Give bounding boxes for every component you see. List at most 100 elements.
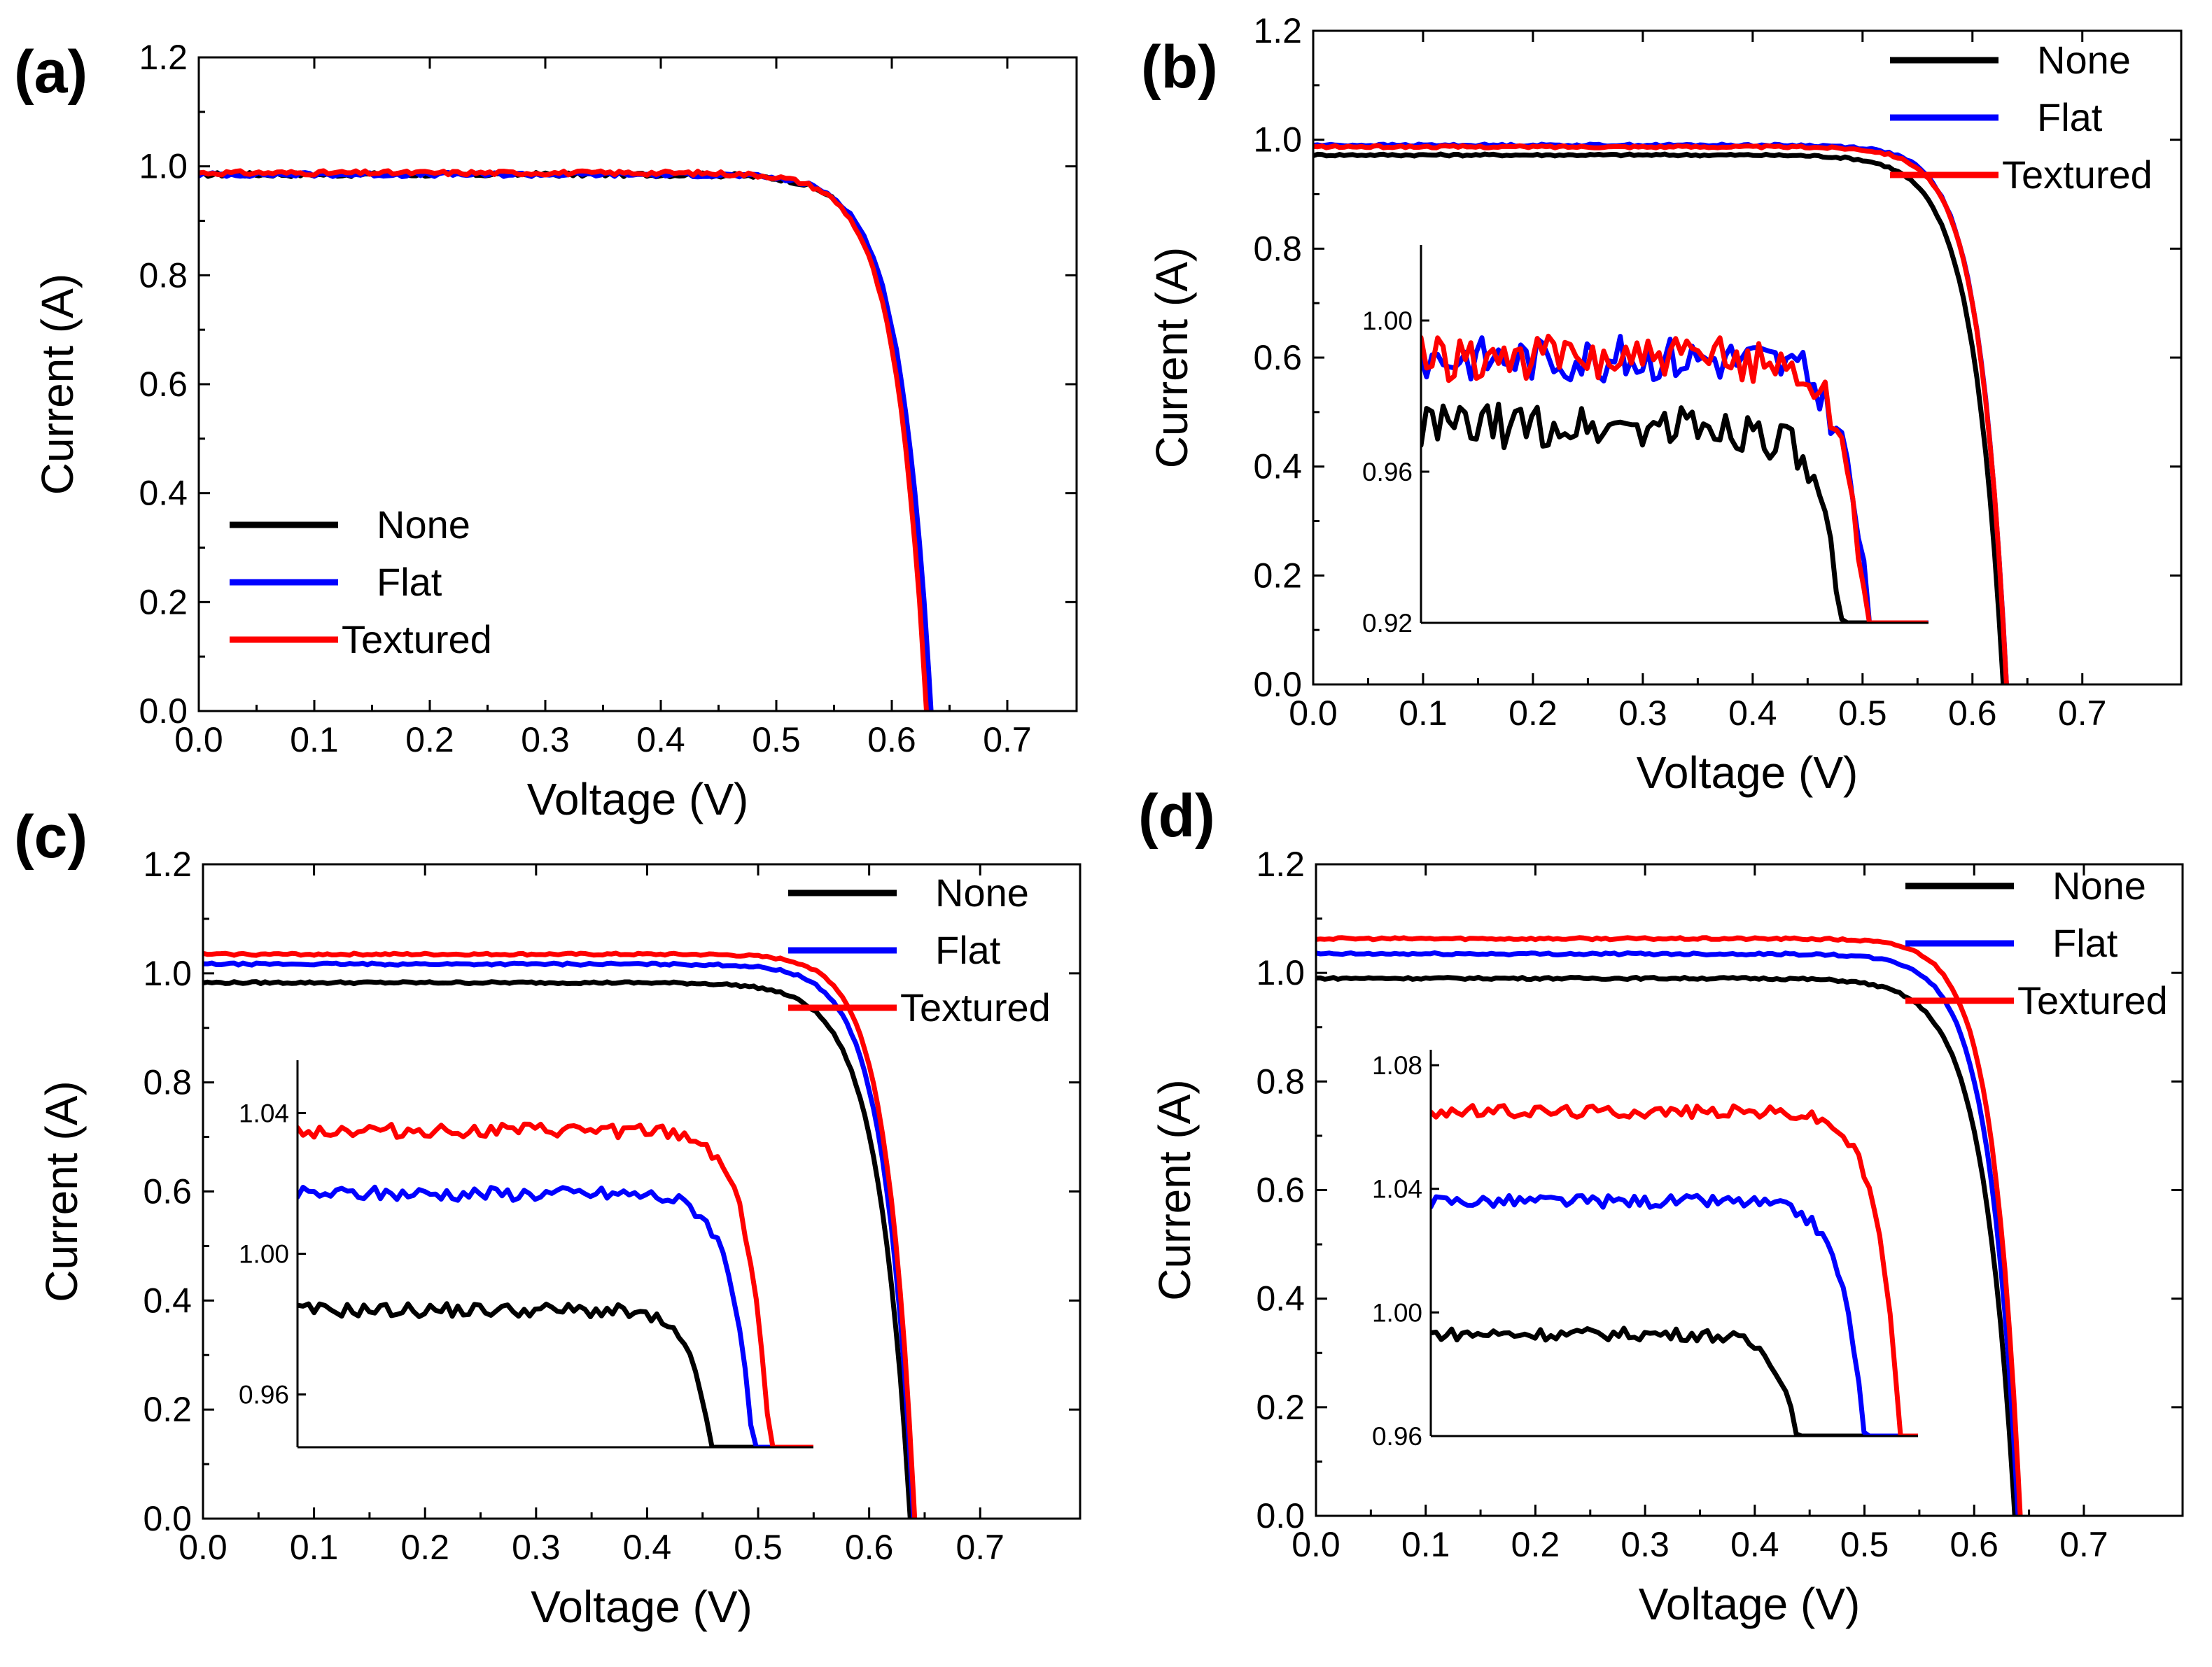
- y-tick-label: 0.0: [1253, 665, 1302, 704]
- y-tick-label: 0.4: [139, 474, 188, 513]
- y-axis-title: Current (A): [32, 274, 83, 495]
- inset: 0.96 1.00 1.04 1.08: [1372, 1047, 1921, 1451]
- inset-y-tick-label: 0.96: [239, 1381, 289, 1409]
- x-tick-label: 0.4: [623, 1528, 672, 1567]
- x-tick-label: 0.2: [1508, 694, 1558, 733]
- x-tick-label: 0.4: [1728, 694, 1777, 733]
- x-tick-label: 0.1: [290, 720, 339, 759]
- x-tick-label: 0.2: [405, 720, 454, 759]
- y-tick-label: 0.2: [1256, 1388, 1305, 1427]
- panel-c: (c) 0.0 0.1 0.2 0.3 0.4 0.5 0.6 0.7 0.0 0.2 0.4 0.6 0…: [14, 803, 1082, 1632]
- series-line-textured: [199, 168, 929, 711]
- y-tick-label: 1.0: [139, 147, 188, 186]
- y-tick-label: 0.4: [1256, 1279, 1305, 1318]
- y-tick-label: 0.8: [1256, 1062, 1305, 1101]
- inset-line-flat: [298, 1184, 813, 1447]
- inset-y-tick-label: 1.04: [1372, 1175, 1422, 1204]
- y-tick-label: 0.2: [1253, 556, 1302, 595]
- x-tick-label: 0.7: [2059, 1525, 2108, 1564]
- inset-line-none: [1431, 1325, 1868, 1436]
- series-group: [1313, 141, 2009, 684]
- y-axis-title: Current (A): [1147, 247, 1197, 469]
- legend-label-flat: Flat: [2052, 921, 2118, 965]
- y-tick-label: 0.6: [139, 365, 188, 404]
- legend: None Flat Textured: [230, 502, 492, 661]
- inset-y-tick-label: 0.92: [1362, 609, 1413, 638]
- series-line-flat: [199, 169, 934, 711]
- y-tick-label: 0.4: [1253, 447, 1302, 486]
- series-group: [203, 950, 918, 1519]
- legend-label-flat: Flat: [935, 928, 1001, 972]
- inset-y-tick-label: 1.00: [1362, 307, 1413, 335]
- inset-y-tick-label: 0.96: [1372, 1422, 1422, 1451]
- panel-label: (d): [1138, 782, 1215, 850]
- x-tick-label: 0.4: [1730, 1525, 1779, 1564]
- y-tick-label: 1.2: [143, 845, 192, 884]
- series-group: [1316, 935, 2023, 1516]
- legend-label-none: None: [2037, 38, 2131, 82]
- y-tick-label: 1.2: [1256, 845, 1305, 884]
- x-tick-label: 0.7: [955, 1528, 1004, 1567]
- x-tick-label: 0.6: [1949, 1525, 1998, 1564]
- series-group: [199, 168, 934, 711]
- x-tick-label: 0.1: [1401, 1525, 1450, 1564]
- y-tick-label: 1.0: [1256, 953, 1305, 992]
- x-tick-label: 0.2: [1511, 1525, 1560, 1564]
- legend: None Flat Textured: [1905, 864, 2168, 1022]
- x-tick-label: 0.2: [400, 1528, 449, 1567]
- series-line-textured: [1313, 143, 2009, 684]
- series-line-none: [203, 979, 913, 1519]
- x-tick-label: 0.5: [734, 1528, 783, 1567]
- plot-frame: [197, 56, 1078, 712]
- y-axis-title: Current (A): [1149, 1079, 1200, 1301]
- x-tick-label: 0.5: [1840, 1525, 1889, 1564]
- y-tick-label: 0.6: [1253, 338, 1302, 377]
- y-tick-label: 0.8: [1253, 229, 1302, 268]
- legend-label-none: None: [2052, 864, 2146, 908]
- x-tick-label: 0.1: [290, 1528, 339, 1567]
- y-tick-label: 1.2: [139, 38, 188, 77]
- x-axis-title: Voltage (V): [1637, 747, 1858, 798]
- inset-y-tick-label: 1.04: [239, 1099, 289, 1127]
- panel-b: (b) 0.0 0.1 0.2 0.3 0.4 0.5 0.6 0.7 0.0 0.2 0.4 0.6 0…: [1141, 11, 2183, 798]
- inset-y-tick-label: 1.00: [239, 1240, 289, 1269]
- y-axis-title: Current (A): [36, 1081, 87, 1302]
- panel-label: (b): [1141, 34, 1218, 101]
- x-axis-title: Voltage (V): [1639, 1579, 1861, 1629]
- y-tick-label: 0.8: [143, 1063, 192, 1102]
- x-tick-label: 0.0: [1292, 1525, 1340, 1564]
- inset-line-textured: [298, 1121, 813, 1447]
- x-tick-label: 0.7: [983, 720, 1032, 759]
- y-tick-label: 0.0: [143, 1499, 192, 1538]
- y-tick-label: 0.8: [139, 255, 188, 295]
- x-tick-label: 0.1: [1399, 694, 1448, 733]
- series-line-textured: [1316, 935, 2023, 1516]
- x-tick-label: 0.7: [2058, 694, 2107, 733]
- inset-background: [295, 1057, 816, 1450]
- panel-a: (a) 0.0 0.1 0.2 0.3 0.4 0.5 0.6 0.7 0.0 0.2 0.4 0.6 0…: [14, 38, 1078, 824]
- legend-label-textured: Textured: [900, 985, 1051, 1029]
- legend: None Flat Textured: [1890, 38, 2152, 197]
- y-tick-label: 0.2: [143, 1390, 192, 1429]
- x-axis-title: Voltage (V): [531, 1582, 752, 1632]
- series-line-none: [199, 169, 932, 711]
- legend-label-textured: Textured: [2017, 978, 2168, 1022]
- inset: 0.92 0.96 1.00: [1362, 242, 1931, 638]
- inset-line-textured: [1431, 1103, 1918, 1436]
- y-tick-label: 0.0: [139, 691, 188, 731]
- inset: 0.96 1.00 1.04: [239, 1057, 816, 1450]
- x-tick-label: 0.3: [1618, 694, 1667, 733]
- panel-label: (a): [14, 38, 88, 106]
- x-tick-label: 0.0: [174, 720, 223, 759]
- series-line-flat: [203, 960, 916, 1519]
- x-axis-title: Voltage (V): [527, 774, 749, 824]
- inset-y-tick-label: 1.00: [1372, 1298, 1422, 1327]
- y-tick-label: 0.6: [1256, 1171, 1305, 1210]
- inset-y-tick-label: 0.96: [1362, 458, 1413, 486]
- x-tick-label: 0.5: [752, 720, 801, 759]
- x-tick-label: 0.0: [1289, 694, 1338, 733]
- x-tick-label: 0.4: [636, 720, 685, 759]
- series-line-textured: [203, 950, 918, 1519]
- x-tick-label: 0.6: [867, 720, 916, 759]
